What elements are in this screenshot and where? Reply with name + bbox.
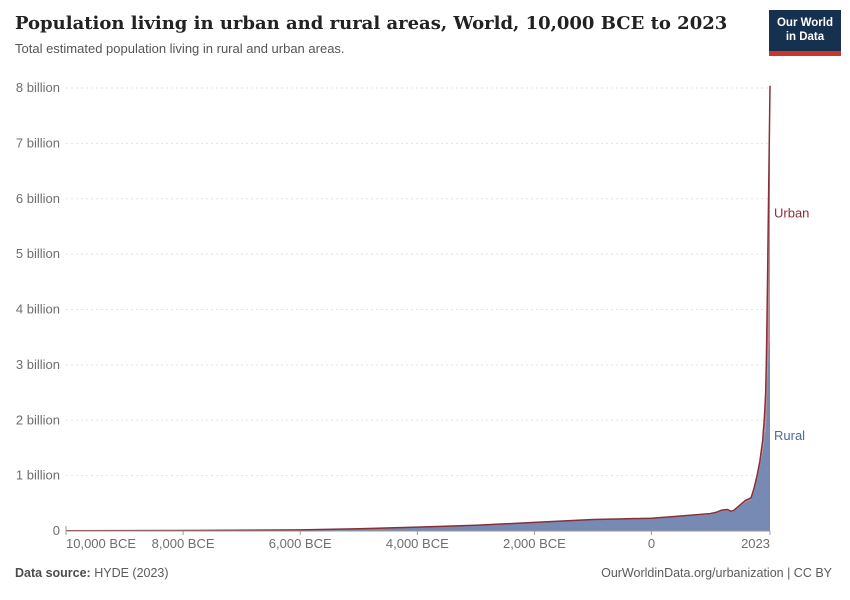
x-tick-label: 2023	[741, 536, 770, 551]
y-tick-label: 2 billion	[16, 412, 60, 427]
owid-logo-red-bar	[769, 50, 841, 56]
attribution-link[interactable]: OurWorldinData.org/urbanization | CC BY	[601, 566, 832, 580]
owid-logo-text: Our World in Data	[776, 17, 833, 44]
x-tick-label: 2,000 BCE	[503, 536, 566, 551]
chart-title: Population living in urban and rural are…	[15, 13, 728, 34]
owid-logo[interactable]: Our World in Data	[769, 10, 841, 56]
y-tick-label: 6 billion	[16, 191, 60, 206]
y-tick-label: 3 billion	[16, 357, 60, 372]
chart-subtitle: Total estimated population living in rur…	[15, 41, 345, 57]
chart-footer: Data source: HYDE (2023) OurWorldinData.…	[15, 566, 832, 580]
x-tick-label: 10,000 BCE	[66, 536, 136, 551]
chart-header: Population living in urban and rural are…	[15, 12, 755, 58]
y-tick-label: 4 billion	[16, 302, 60, 317]
rural-area	[66, 340, 770, 531]
y-tick-label: 1 billion	[16, 468, 60, 483]
series-label-rural: Rural	[774, 428, 805, 443]
x-tick-label: 6,000 BCE	[269, 536, 332, 551]
y-tick-label: 8 billion	[16, 80, 60, 95]
x-tick-label: 4,000 BCE	[386, 536, 449, 551]
y-tick-label: 5 billion	[16, 246, 60, 261]
x-tick-label: 8,000 BCE	[152, 536, 215, 551]
data-source-note: Data source: HYDE (2023)	[15, 566, 169, 580]
series-label-urban: Urban	[774, 205, 809, 220]
urban-area	[66, 85, 770, 531]
y-tick-label: 0	[53, 523, 60, 538]
x-tick-label: 0	[648, 536, 655, 551]
y-tick-label: 7 billion	[16, 135, 60, 150]
urban-line	[65, 85, 771, 532]
